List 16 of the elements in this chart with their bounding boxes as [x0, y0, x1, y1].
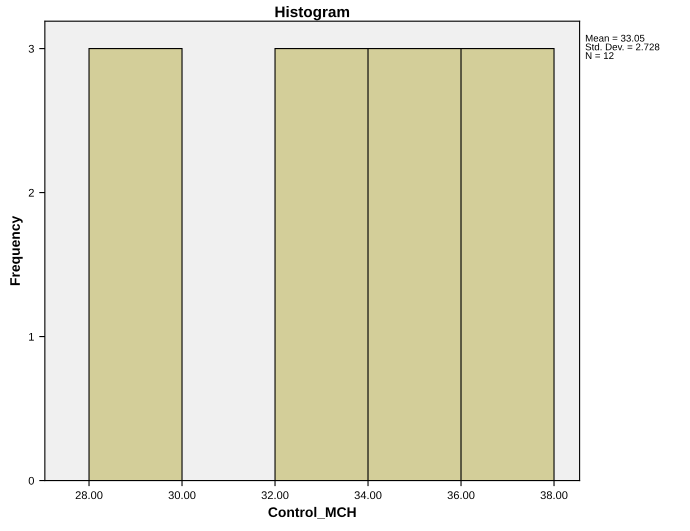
text: Mean = 33.05	[586, 34, 644, 42]
x-tick-label: 34.00	[354, 491, 382, 500]
x-tick-label: 36.00	[448, 491, 474, 500]
text: Std. Dev. = 2.728	[586, 43, 660, 50]
x-tick-label: 28.00	[76, 491, 102, 500]
text: N = 12	[586, 52, 614, 59]
x-tick-label: 30.00	[168, 491, 196, 500]
x-axis-title: Control_MCH	[268, 506, 356, 519]
x-tick-label: 32.00	[262, 491, 288, 500]
y-tick-label: 3	[28, 44, 34, 53]
y-tick-label: 2	[28, 188, 34, 197]
y-axis-title: Frequency	[10, 216, 23, 286]
chart-title: Histogram	[275, 6, 350, 20]
y-tick-label: 1	[29, 332, 34, 341]
x-tick-label: 38.00	[540, 491, 568, 500]
y-tick-label: 0	[28, 476, 34, 485]
